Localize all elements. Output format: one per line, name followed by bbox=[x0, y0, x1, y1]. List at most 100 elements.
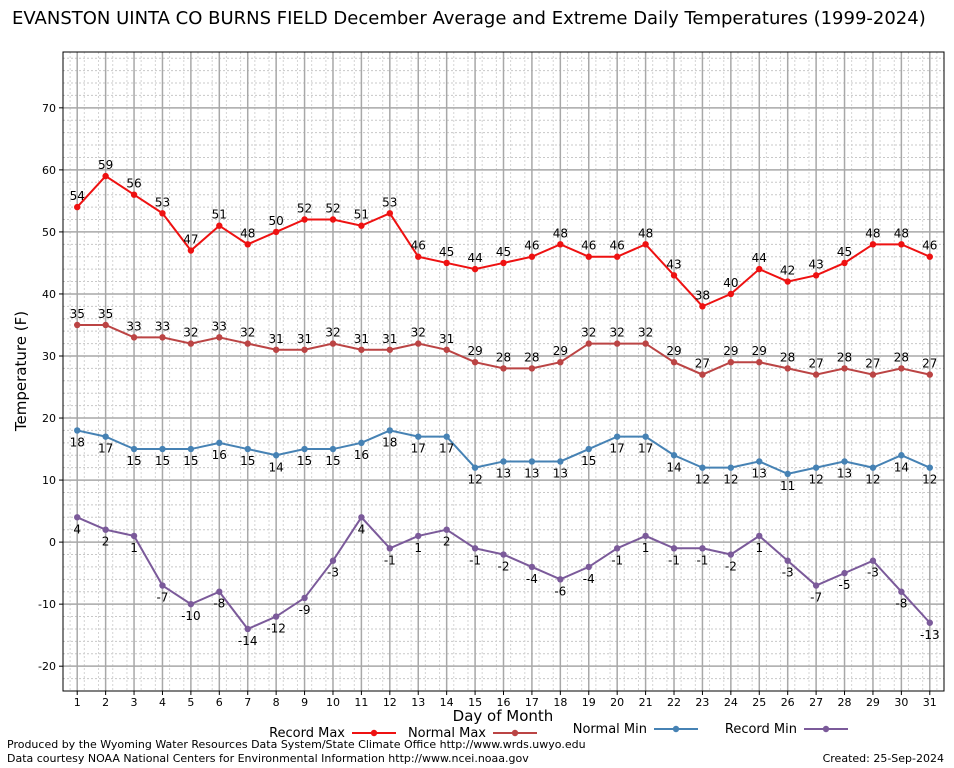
y-axis-ticks: -20 -10 0 10 20 30 40 50 60 70 bbox=[38, 102, 63, 673]
data-point bbox=[670, 452, 678, 459]
data-point bbox=[500, 458, 507, 465]
legend-swatch-marker bbox=[822, 725, 830, 733]
data-label: 32 bbox=[638, 326, 653, 340]
data-point bbox=[756, 358, 763, 366]
data-label: 13 bbox=[752, 466, 767, 480]
data-label: 46 bbox=[610, 239, 625, 253]
x-tick-label: 30 bbox=[894, 696, 908, 709]
data-point bbox=[557, 358, 564, 366]
data-label: -1 bbox=[611, 553, 623, 567]
data-label: 40 bbox=[723, 276, 738, 290]
data-point bbox=[471, 265, 479, 273]
x-tick-label: 13 bbox=[411, 696, 425, 709]
data-label: 35 bbox=[70, 307, 85, 321]
data-label: 31 bbox=[354, 332, 369, 346]
data-point bbox=[812, 272, 820, 279]
data-point bbox=[869, 241, 877, 248]
data-label: 45 bbox=[837, 245, 852, 259]
data-label: 13 bbox=[496, 466, 511, 480]
data-point bbox=[869, 557, 877, 564]
data-label: 32 bbox=[183, 326, 198, 340]
data-point bbox=[358, 346, 365, 353]
data-label: 17 bbox=[439, 442, 454, 456]
data-label: 32 bbox=[581, 326, 596, 340]
y-axis-label: Temperature (F) bbox=[12, 311, 30, 432]
x-tick-label: 24 bbox=[724, 696, 738, 709]
data-point bbox=[784, 470, 791, 478]
x-tick-label: 19 bbox=[582, 696, 596, 709]
data-label: 56 bbox=[126, 177, 141, 191]
data-point bbox=[216, 222, 223, 229]
y-tick-label: 30 bbox=[42, 350, 56, 363]
data-point bbox=[699, 303, 706, 310]
data-label: 11 bbox=[780, 479, 795, 493]
data-point bbox=[443, 433, 450, 440]
data-point bbox=[130, 532, 138, 540]
data-label: 29 bbox=[752, 344, 767, 358]
data-label: 48 bbox=[553, 226, 568, 240]
x-tick-label: 16 bbox=[497, 696, 511, 709]
data-point bbox=[74, 321, 81, 329]
data-point bbox=[585, 563, 592, 571]
data-point bbox=[130, 191, 138, 198]
data-point bbox=[74, 514, 81, 521]
data-label: 2 bbox=[102, 535, 110, 549]
data-label: 16 bbox=[212, 448, 227, 462]
data-point bbox=[130, 334, 138, 341]
x-tick-label: 4 bbox=[159, 696, 166, 709]
data-label: 17 bbox=[638, 442, 653, 456]
data-label: 46 bbox=[524, 239, 539, 253]
data-label: 17 bbox=[98, 442, 113, 456]
legend-swatch-marker bbox=[672, 725, 680, 733]
data-label: 42 bbox=[780, 264, 795, 278]
data-label: 48 bbox=[894, 226, 909, 240]
data-point bbox=[471, 464, 479, 471]
y-tick-label: 50 bbox=[42, 226, 56, 239]
data-point bbox=[613, 253, 621, 260]
y-tick-label: 10 bbox=[42, 474, 56, 487]
data-point bbox=[159, 445, 166, 453]
data-point bbox=[898, 588, 905, 595]
data-point bbox=[926, 619, 933, 626]
data-point bbox=[443, 346, 450, 353]
legend-label: Normal Max bbox=[408, 726, 486, 741]
data-point bbox=[756, 265, 763, 273]
x-tick-label: 1 bbox=[74, 696, 81, 709]
data-point bbox=[187, 445, 195, 453]
legend-swatch-marker bbox=[511, 729, 519, 737]
data-point bbox=[841, 569, 848, 577]
chart-legend: Record Max Normal Max Normal Min Record Min bbox=[269, 722, 848, 741]
data-point bbox=[216, 334, 223, 341]
data-label: 18 bbox=[382, 435, 397, 449]
data-point bbox=[358, 514, 365, 521]
data-point bbox=[727, 290, 735, 298]
y-tick-label: -10 bbox=[38, 598, 56, 611]
x-tick-label: 2 bbox=[102, 696, 109, 709]
data-point bbox=[415, 340, 422, 347]
data-label: 13 bbox=[837, 466, 852, 480]
data-label: 32 bbox=[610, 326, 625, 340]
data-label: 59 bbox=[98, 158, 113, 172]
data-label: 17 bbox=[610, 442, 625, 456]
x-axis-label: Day of Month bbox=[453, 707, 554, 725]
data-label: 27 bbox=[808, 357, 823, 371]
data-label: -4 bbox=[583, 572, 595, 586]
data-label: -12 bbox=[266, 622, 286, 636]
data-label: 1 bbox=[130, 541, 138, 555]
y-tick-label: 20 bbox=[42, 412, 56, 425]
data-point bbox=[187, 600, 195, 608]
data-label: 46 bbox=[922, 239, 937, 253]
data-label: -2 bbox=[498, 560, 510, 574]
data-label: 48 bbox=[865, 226, 880, 240]
data-label: 48 bbox=[240, 226, 255, 240]
data-point bbox=[159, 334, 166, 341]
data-point bbox=[613, 340, 621, 347]
data-point bbox=[926, 464, 933, 471]
data-label: 27 bbox=[695, 357, 710, 371]
x-tick-label: 9 bbox=[301, 696, 308, 709]
data-label: -4 bbox=[526, 572, 538, 586]
data-point bbox=[500, 551, 507, 558]
data-label: 27 bbox=[922, 357, 937, 371]
data-label: 27 bbox=[865, 357, 880, 371]
data-label: 33 bbox=[126, 319, 141, 333]
